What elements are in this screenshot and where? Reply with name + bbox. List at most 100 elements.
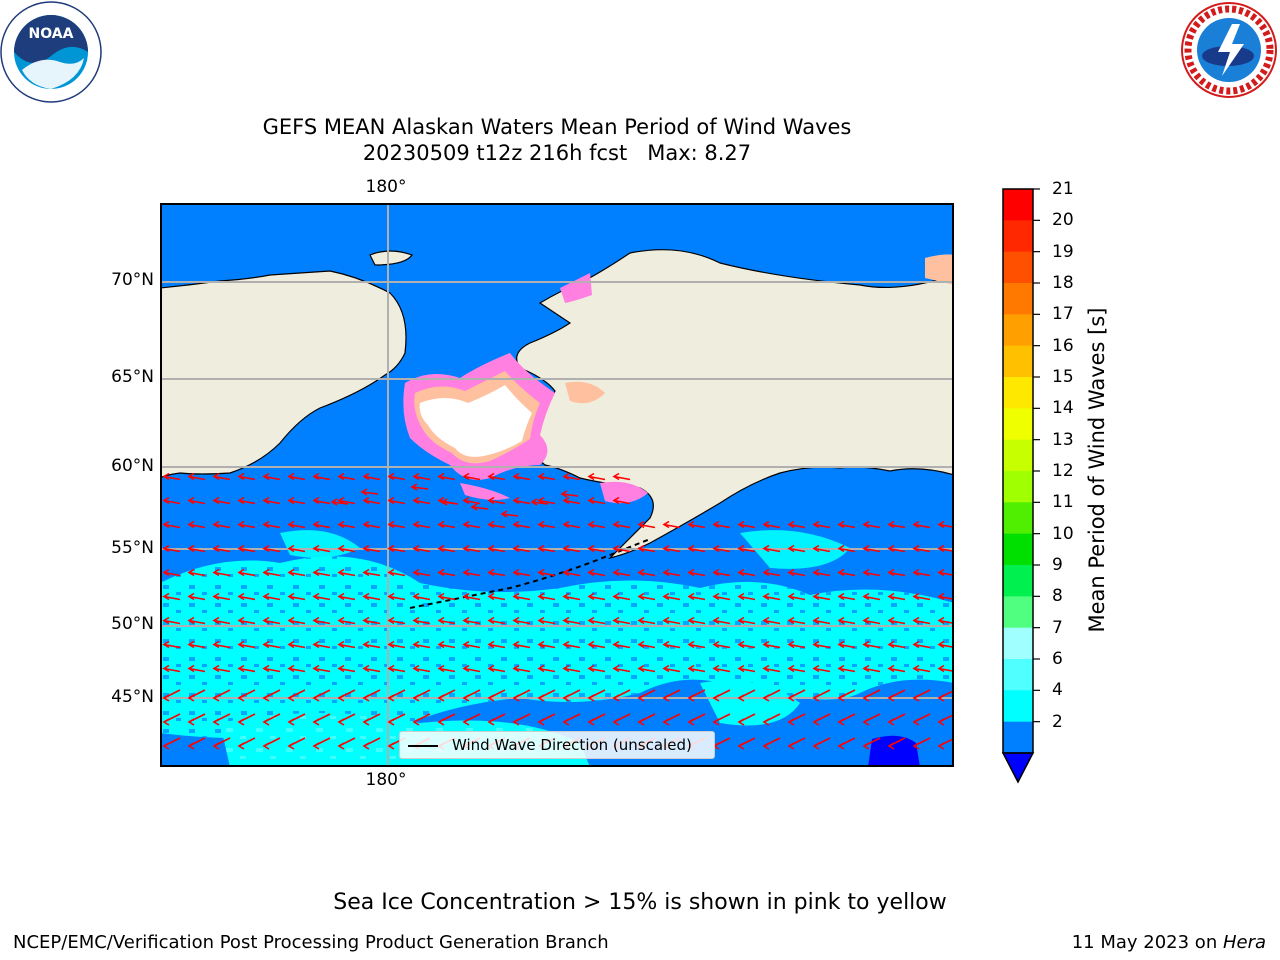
wind-wave-arrow <box>712 616 731 625</box>
wind-wave-arrow <box>662 616 681 625</box>
wind-wave-arrow <box>862 737 881 750</box>
colorbar-tick-label: 2 <box>1052 711 1063 732</box>
wind-wave-arrow <box>287 520 306 529</box>
wind-wave-arrow <box>687 689 706 702</box>
wind-wave-arrow <box>287 713 306 726</box>
colorbar-band <box>1003 377 1033 409</box>
wind-wave-arrow <box>440 498 459 506</box>
chart-subtitle: 20230509 t12z 216h fcst Max: 8.27 <box>362 141 752 165</box>
wind-wave-arrow <box>587 713 606 726</box>
wind-wave-arrow <box>662 568 681 577</box>
wind-wave-arrow <box>237 713 256 726</box>
footer-date: 11 May 2023 on Hera <box>1072 932 1266 953</box>
wind-wave-arrow <box>362 689 381 702</box>
wind-wave-arrow <box>262 664 281 673</box>
wind-wave-arrow <box>837 544 856 553</box>
wind-wave-arrow <box>887 520 906 529</box>
colorbar-band <box>1003 502 1033 535</box>
wind-wave-arrow <box>212 592 231 601</box>
wind-wave-arrow <box>312 640 331 649</box>
wind-wave-arrow <box>562 640 581 649</box>
colorbar-label: Mean Period of Wind Waves [s] <box>1085 307 1109 633</box>
wind-wave-arrow <box>637 713 656 726</box>
wind-wave-arrow <box>162 568 181 577</box>
wind-wave-arrow <box>337 737 356 750</box>
wind-wave-arrow <box>337 472 356 481</box>
wind-wave-arrow <box>262 616 281 625</box>
footer-host: Hera <box>1222 932 1266 953</box>
wind-wave-arrow <box>912 664 931 673</box>
wind-wave-arrow <box>487 616 506 625</box>
wind-wave-arrow <box>662 520 681 529</box>
wind-wave-arrow <box>412 616 431 625</box>
wind-wave-arrow <box>237 496 256 505</box>
wind-wave-arrow <box>762 640 781 649</box>
wind-wave-arrow <box>612 592 631 601</box>
wind-wave-arrow <box>462 592 481 601</box>
wind-wave-arrow <box>837 713 856 726</box>
wind-wave-arrow <box>212 616 231 625</box>
wind-wave-arrow <box>437 640 456 649</box>
wind-wave-arrow <box>337 568 356 577</box>
colorbar-tick-label: 14 <box>1052 398 1074 419</box>
wind-wave-arrow <box>862 689 881 702</box>
wind-wave-arrow <box>737 568 756 577</box>
wind-wave-arrow <box>412 472 431 481</box>
wind-wave-arrow <box>312 713 331 726</box>
wind-wave-arrow <box>887 737 906 750</box>
wind-wave-arrow <box>587 592 606 601</box>
wind-wave-arrow <box>687 520 706 529</box>
wind-wave-arrow <box>512 592 531 601</box>
wind-wave-arrow <box>862 592 881 601</box>
wind-wave-arrow <box>362 592 381 601</box>
wind-wave-arrow <box>187 689 206 702</box>
wind-wave-arrow <box>487 713 506 726</box>
wind-wave-arrow <box>560 490 579 498</box>
colorbar-tick-label: 15 <box>1052 367 1074 387</box>
sea-ice-note: Sea Ice Concentration > 15% is shown in … <box>333 890 947 915</box>
wind-wave-arrow <box>262 520 281 529</box>
wind-wave-arrow <box>387 616 406 625</box>
wind-wave-arrow <box>437 592 456 601</box>
wind-wave-arrow <box>187 472 206 481</box>
wind-wave-arrow <box>237 616 256 625</box>
wind-wave-arrow <box>612 520 631 529</box>
wind-wave-arrow <box>287 472 306 481</box>
wind-wave-arrow <box>162 616 181 625</box>
nws-logo-icon <box>1181 2 1277 98</box>
wind-wave-arrow <box>662 544 681 553</box>
wind-wave-arrow <box>562 592 581 601</box>
wind-wave-arrow <box>337 640 356 649</box>
wind-wave-arrow <box>637 689 656 702</box>
wind-wave-arrow <box>362 616 381 625</box>
wind-wave-arrow <box>462 544 481 553</box>
wind-wave-arrow <box>662 592 681 601</box>
wind-wave-arrow <box>212 689 231 702</box>
wind-wave-arrow <box>612 496 631 505</box>
wind-wave-arrow <box>612 472 631 481</box>
lat-label-45: 45°N <box>111 687 154 707</box>
wind-wave-arrow <box>912 520 931 529</box>
wind-wave-arrow <box>337 544 356 553</box>
wind-wave-arrow <box>512 713 531 726</box>
wind-wave-arrow <box>187 592 206 601</box>
wind-wave-arrow <box>212 713 231 726</box>
wind-wave-arrow <box>887 592 906 601</box>
wind-wave-arrow <box>262 496 281 505</box>
wind-wave-arrow <box>262 592 281 601</box>
wind-wave-arrow <box>712 713 731 726</box>
wind-wave-arrow <box>362 737 381 750</box>
colorbar-tick-label: 6 <box>1052 649 1063 669</box>
wind-wave-arrow <box>937 640 952 649</box>
wind-wave-arrow <box>687 568 706 577</box>
colorbar-band <box>1003 565 1033 597</box>
wind-wave-arrow <box>712 592 731 601</box>
wind-wave-arrow <box>587 520 606 529</box>
wind-wave-arrow <box>387 664 406 673</box>
wind-wave-arrow <box>562 689 581 702</box>
wind-wave-arrow <box>337 713 356 726</box>
wind-wave-arrow <box>912 544 931 553</box>
wind-wave-arrow <box>737 640 756 649</box>
map-gridlines <box>162 205 952 765</box>
wind-wave-arrow <box>237 520 256 529</box>
